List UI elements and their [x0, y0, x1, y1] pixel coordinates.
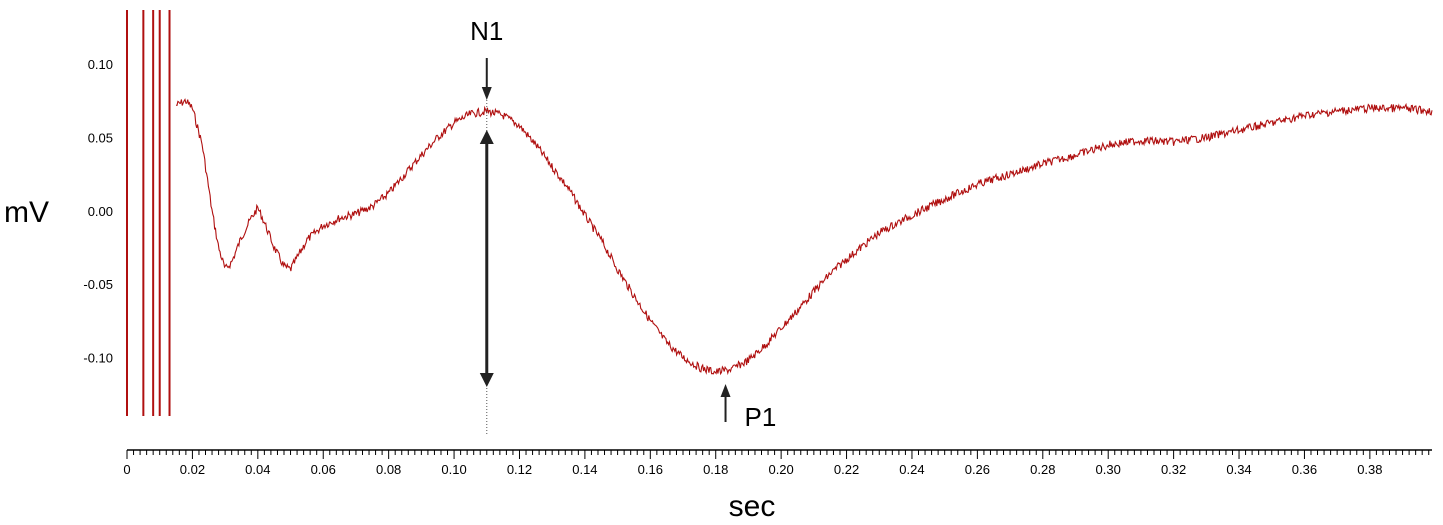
x-tick-label: 0.34: [1226, 462, 1251, 477]
x-tick-label: 0.36: [1292, 462, 1317, 477]
amplitude-arrow-head-top: [479, 130, 494, 144]
n1-label: N1: [470, 16, 503, 46]
y-tick-label: -0.10: [83, 350, 113, 365]
x-tick-label: 0.18: [703, 462, 728, 477]
p1-label: P1: [745, 402, 777, 432]
x-tick-label: 0.28: [1030, 462, 1055, 477]
p1-arrow-head: [720, 384, 731, 397]
x-tick-label: 0.06: [311, 462, 336, 477]
y-tick-label: -0.05: [83, 277, 113, 292]
x-tick-label: 0.14: [572, 462, 597, 477]
y-tick-label: 0.10: [88, 57, 113, 72]
x-tick-label: 0.04: [245, 462, 270, 477]
x-tick-label: 0.22: [834, 462, 859, 477]
x-tick-label: 0.02: [180, 462, 205, 477]
x-tick-label: 0.20: [768, 462, 793, 477]
trace-layer: [175, 98, 1433, 376]
n1-arrow-head: [481, 87, 492, 100]
y-tick-label: 0.00: [88, 204, 113, 219]
x-tick-label: 0.16: [638, 462, 663, 477]
x-axis-title: sec: [729, 490, 776, 523]
x-tick-label: 0.10: [441, 462, 466, 477]
y-axis: 0.10 0.05 0.00 -0.05 -0.10: [83, 57, 113, 365]
x-tick-label: 0.32: [1161, 462, 1186, 477]
x-tick-label: 0: [123, 462, 130, 477]
y-axis-title: mV: [4, 196, 49, 229]
amplitude-arrow-head-bottom: [479, 373, 494, 387]
x-tick-label: 0.38: [1357, 462, 1382, 477]
x-tick-label: 0.08: [376, 462, 401, 477]
evoked-potential-trace: [175, 98, 1433, 376]
x-tick-label: 0.26: [965, 462, 990, 477]
annotation-layer: N1 P1: [470, 16, 776, 435]
x-tick-label: 0.30: [1096, 462, 1121, 477]
stimulus-artifact: [126, 10, 171, 416]
x-tick-label: 0.24: [899, 462, 924, 477]
y-tick-label: 0.05: [88, 131, 113, 146]
x-axis: 0 0.02 0.04 0.06 0.08 0.10 0.12 0.14 0.16 0.18 0.2…: [123, 449, 1432, 477]
x-tick-label: 0.12: [507, 462, 532, 477]
